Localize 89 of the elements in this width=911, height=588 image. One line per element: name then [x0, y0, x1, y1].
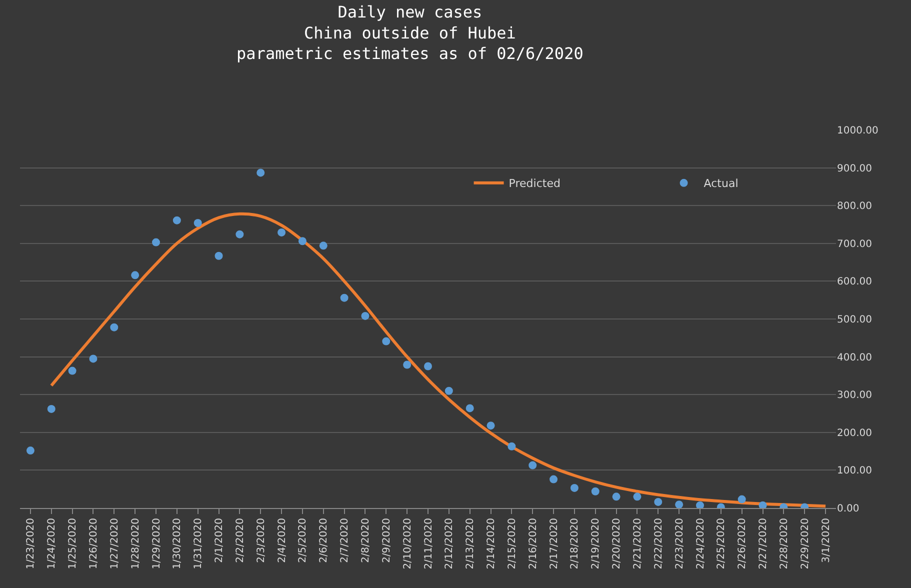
- x-tick-label: 1/24/2020: [46, 518, 58, 570]
- point: [758, 501, 767, 508]
- x-tick-label: 2/9/2020: [381, 518, 392, 563]
- point: [110, 323, 118, 332]
- point: [591, 487, 600, 496]
- x-tick-label: 2/23/2020: [674, 518, 686, 570]
- point: [633, 492, 642, 501]
- point: [738, 495, 746, 504]
- x-tick-label: 3/1/2020: [820, 518, 832, 563]
- point: [508, 442, 516, 450]
- point: [612, 492, 620, 501]
- x-tick-label: 2/12/2020: [444, 518, 456, 570]
- x-tick-label: 2/1/2020: [214, 518, 226, 563]
- x-tick-label: 2/19/2020: [590, 518, 602, 570]
- y-tick-label: 1000.00: [837, 126, 878, 136]
- y-tick-label: 800.00: [837, 201, 872, 212]
- x-tick-label: 2/15/2020: [506, 518, 518, 570]
- point: [340, 294, 348, 302]
- x-tick-label: 2/24/2020: [695, 518, 706, 570]
- point: [172, 216, 181, 224]
- x-tick-label: 2/2/2020: [234, 518, 246, 563]
- point: [214, 252, 223, 260]
- x-tick-label: 2/28/2020: [778, 518, 790, 570]
- point: [278, 228, 286, 236]
- point: [424, 362, 432, 370]
- point: [319, 242, 328, 250]
- x-tick-label: 1/25/2020: [68, 518, 79, 570]
- point: [298, 237, 306, 246]
- x-tick-label: 2/26/2020: [737, 518, 748, 570]
- x-tick-label: 2/22/2020: [653, 518, 664, 570]
- point: [654, 498, 662, 506]
- y-tick-label: 0.00: [837, 504, 860, 514]
- x-tick-label: 2/14/2020: [486, 518, 498, 570]
- point: [68, 366, 76, 375]
- x-tick-label: 1/30/2020: [172, 518, 184, 570]
- point: [152, 238, 160, 246]
- x-tick-label: 2/16/2020: [528, 518, 539, 570]
- point: [382, 337, 390, 346]
- point: [256, 168, 265, 177]
- point: [361, 312, 370, 320]
- point: [236, 230, 244, 238]
- x-tick-label: 2/27/2020: [758, 518, 770, 570]
- x-tick-label: 2/7/2020: [340, 518, 351, 563]
- x-tick-label: 2/17/2020: [548, 518, 560, 570]
- y-tick-label: 700.00: [837, 238, 872, 250]
- x-tick-label: 1/28/2020: [130, 518, 142, 570]
- x-tick-label: 1/29/2020: [151, 518, 162, 570]
- x-tick-label: 2/20/2020: [612, 518, 623, 570]
- x-tick-label: 2/8/2020: [360, 518, 372, 563]
- point: [403, 360, 412, 369]
- y-tick-label: 600.00: [837, 276, 872, 288]
- point: [194, 218, 202, 227]
- x-tick-label: 2/6/2020: [318, 518, 330, 563]
- legend-label: Predicted: [508, 177, 560, 190]
- point: [696, 501, 704, 508]
- point: [550, 475, 558, 484]
- x-tick-label: 1/26/2020: [88, 518, 100, 570]
- x-tick-label: 1/31/2020: [193, 518, 204, 570]
- point: [26, 446, 34, 455]
- x-tick-label: 2/25/2020: [716, 518, 728, 570]
- y-tick-label: 900.00: [837, 163, 872, 174]
- x-tick-label: 2/5/2020: [298, 518, 309, 563]
- x-tick-label: 1/23/2020: [26, 518, 37, 570]
- x-tick-label: 2/13/2020: [465, 518, 476, 570]
- y-tick-label: 500.00: [837, 314, 872, 326]
- point: [47, 404, 56, 413]
- y-tick-label: 400.00: [837, 352, 872, 364]
- x-tick-label: 2/3/2020: [256, 518, 267, 563]
- x-tick-label: 2/11/2020: [423, 518, 434, 570]
- chart-title: Daily new cases China outside of Hubei parametric estimates as of 02/6/2020: [236, 2, 584, 64]
- point: [675, 500, 684, 508]
- legend-label: Actual: [704, 177, 738, 190]
- point: [486, 422, 495, 430]
- y-tick-label: 100.00: [837, 466, 872, 477]
- x-tick-label: 2/4/2020: [276, 518, 288, 563]
- point: [466, 404, 474, 412]
- x-tick-label: 2/10/2020: [402, 518, 414, 570]
- point: [528, 461, 537, 470]
- x-tick-label: 2/21/2020: [632, 518, 644, 570]
- x-tick-label: 1/27/2020: [109, 518, 120, 570]
- point: [570, 484, 578, 492]
- x-tick-label: 2/18/2020: [570, 518, 581, 570]
- point: [444, 386, 453, 395]
- y-tick-label: 300.00: [837, 390, 872, 402]
- point: [89, 354, 98, 363]
- x-tick-label: 2/29/2020: [800, 518, 811, 570]
- y-tick-label: 200.00: [837, 428, 872, 439]
- point: [131, 271, 140, 280]
- line-series: [50, 212, 828, 508]
